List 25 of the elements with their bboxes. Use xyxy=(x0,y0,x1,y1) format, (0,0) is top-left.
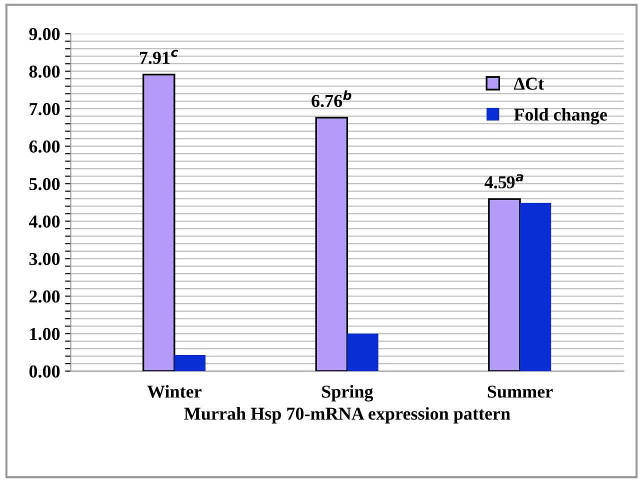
data-label: 4.59$^{a}$ xyxy=(484,174,524,188)
y-tick-label: 4.00 xyxy=(28,215,60,228)
bar xyxy=(520,202,552,372)
y-tick-label: 2.00 xyxy=(29,290,60,303)
y-tick-label: 3.00 xyxy=(29,252,60,266)
legend-label: ΔCt xyxy=(514,78,544,90)
bar xyxy=(315,116,348,372)
x-tick-label: Winter xyxy=(147,385,202,398)
x-axis-title: Murrah Hsp 70-mRNA expression pattern xyxy=(184,407,510,424)
y-tick-label: 9.00 xyxy=(29,28,60,40)
y-tick-label: 0.00 xyxy=(29,365,60,378)
y-tick-label: 8.00 xyxy=(29,65,60,78)
y-tick-label: 1.00 xyxy=(30,328,60,340)
x-tick-label: Spring xyxy=(322,385,374,402)
bar xyxy=(488,198,521,372)
y-tick-label: 5.00 xyxy=(29,178,60,190)
bar xyxy=(347,334,378,372)
data-label: 7.91$^{c}$ xyxy=(140,50,178,64)
y-tick-label: 6.00 xyxy=(29,140,60,153)
x-tick-label: Summer xyxy=(488,386,553,398)
legend-label: Fold change xyxy=(514,108,607,125)
bar xyxy=(174,355,206,372)
bar xyxy=(142,74,176,372)
y-tick-label: 7.00 xyxy=(30,102,60,116)
data-label: 6.76$^{b}$ xyxy=(312,90,352,108)
